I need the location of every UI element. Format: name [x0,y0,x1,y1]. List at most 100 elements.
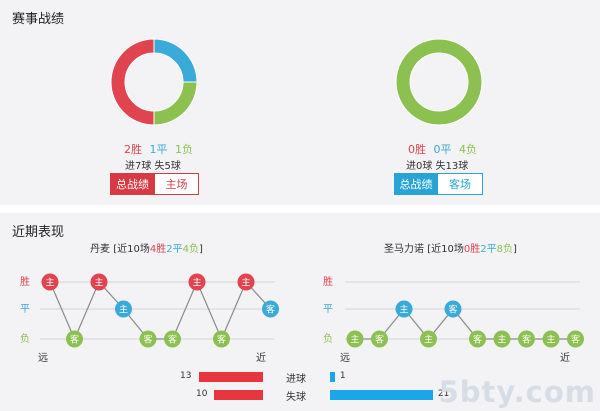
left-form-dot [262,300,279,318]
right-record-toggle: 总战绩 客场 [394,173,483,195]
right-win-row-label: 胜 [323,277,333,288]
left-form-wins: 4胜 [149,244,167,255]
left-form-suffix: ] [198,244,203,255]
left-donut-slice-loss [153,81,198,126]
scored-label: 进球 [286,374,306,385]
left-form-dot [90,273,108,291]
left-team-name: 丹麦 [90,244,110,255]
right-form-dot [469,330,486,348]
right-conceded-value: 21 [437,389,450,399]
right-form-dot [518,330,535,348]
right-form-dot [542,330,560,348]
left-form-match-1: 主 [41,273,59,291]
right-form-dot [395,300,413,318]
left-form-venue-label: 客 [217,334,226,346]
right-win-count: 0胜 [408,143,426,156]
left-record-donut [110,38,198,126]
right-form-venue-label: 主 [546,334,555,346]
right-far-label: 远 [340,353,350,364]
conceded-label: 失球 [286,392,306,403]
left-form-match-5: 客 [139,330,157,348]
right-form-line [355,308,576,340]
left-form-venue-label: 主 [192,277,201,289]
left-form-venue-label: 主 [241,277,250,289]
right-form-match-9: 主 [542,330,560,348]
left-loss-row-label: 负 [20,334,30,345]
left-form-match-10: 客 [262,300,279,318]
right-form-chart: 主客主主客客主客主客 [345,281,584,348]
left-form-dot [188,273,206,291]
left-scored-value: 13 [180,371,192,381]
right-form-wins: 0胜 [463,244,481,255]
left-form-match-6: 客 [164,330,181,348]
right-form-dot [493,330,511,348]
left-scored-bar [199,372,263,382]
left-form-venue-label: 主 [45,277,54,289]
left-form-venue-label: 客 [70,334,79,346]
left-form-match-2: 客 [66,330,83,348]
left-donut-slice-win [110,38,155,126]
right-total-record-button[interactable]: 总战绩 [394,173,438,195]
right-form-venue-label: 客 [473,334,482,346]
left-form-dot [66,330,83,348]
right-form-match-2: 客 [371,330,388,348]
left-form-dot [139,330,157,348]
right-form-dot [567,330,584,348]
left-record-toggle: 总战绩 主场 [110,173,199,195]
recent-form-panel: 近期表现 丹麦 [近10场4胜2平4负] 圣马力诺 [近10场0胜2平8负] 胜… [0,213,600,411]
right-form-dot [444,300,462,318]
left-form-draws: 2平 [166,244,183,255]
right-form-venue-label: 客 [375,334,384,346]
left-home-button[interactable]: 主场 [155,173,199,195]
left-form-prefix: [近10场 [113,244,150,255]
left-record-line: 2胜 1平 1负 [124,141,193,157]
right-scored-bar [330,372,335,382]
left-loss-count: 1负 [175,143,193,156]
right-form-match-5: 客 [444,300,462,318]
right-form-match-10: 客 [567,330,584,348]
right-form-losses: 8负 [496,244,513,255]
left-form-dot [41,273,59,291]
watermark-text: 5bty.com [438,375,596,409]
right-donut-slice-loss [395,38,483,126]
right-away-button[interactable]: 客场 [438,173,483,195]
left-win-row-label: 胜 [20,277,30,288]
season-record-panel: 赛事战绩 2胜 1平 1负 进7球 失5球 总战绩 主场 0胜 0平 4负 进0… [0,0,600,205]
left-draw-count: 1平 [149,143,168,156]
right-form-title: 圣马力诺 [近10场0胜2平8负] [384,240,517,255]
right-draw-row-label: 平 [323,304,333,315]
left-near-label: 近 [256,353,266,364]
left-total-record-button[interactable]: 总战绩 [110,173,155,195]
left-form-match-9: 主 [237,273,255,291]
right-form-dot [420,330,437,348]
right-team-name: 圣马力诺 [384,244,424,255]
right-form-match-6: 客 [469,330,486,348]
right-loss-count: 4负 [459,143,477,156]
left-form-dot [213,330,230,348]
left-form-venue-label: 主 [94,277,103,289]
section-title-record: 赛事战绩 [12,12,65,27]
right-form-match-1: 主 [346,330,364,348]
right-record-donut [395,38,483,126]
left-form-match-7: 主 [188,273,206,291]
section-title-form: 近期表现 [12,225,65,240]
left-form-venue-label: 客 [143,334,152,346]
right-form-draws: 2平 [480,244,497,255]
left-form-dot [164,330,181,348]
right-form-suffix: ] [512,244,517,255]
right-form-match-8: 客 [518,330,535,348]
right-form-match-7: 主 [493,330,511,348]
left-donut-slice-draw [153,38,198,83]
left-form-losses: 4负 [182,244,199,255]
left-form-match-4: 主 [115,300,132,318]
left-draw-row-label: 平 [20,304,30,315]
right-scored-value: 1 [339,371,346,381]
left-form-match-3: 主 [90,273,108,291]
right-form-venue-label: 主 [497,334,506,346]
right-form-venue-label: 主 [424,334,433,346]
left-form-line [49,280,271,341]
right-form-venue-label: 客 [522,334,531,346]
right-goals-summary: 进0球 失13球 [406,161,469,172]
left-win-count: 2胜 [124,143,142,156]
